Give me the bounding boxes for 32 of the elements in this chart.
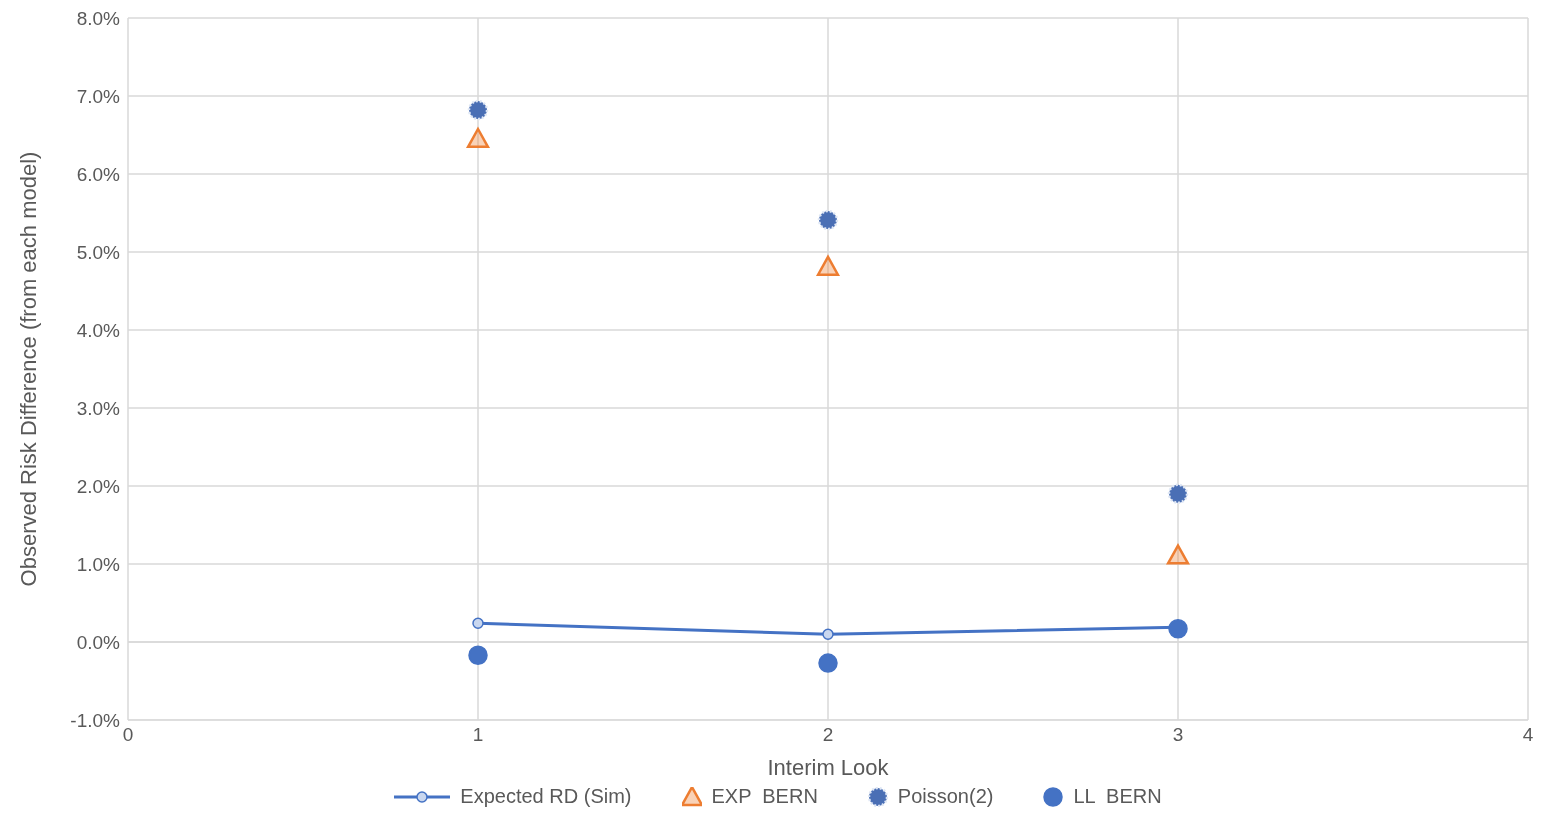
y-axis-title: Observed Risk Difference (from each model) bbox=[15, 151, 41, 587]
legend-label: EXP BERN bbox=[711, 785, 818, 808]
y-tick-label: 0.0% bbox=[76, 631, 121, 653]
y-tick-label: 7.0% bbox=[76, 85, 121, 107]
x-tick-label: 4 bbox=[1522, 724, 1534, 746]
point bbox=[1166, 544, 1190, 565]
x-tick-label: 1 bbox=[472, 724, 484, 746]
y-tick-label: 6.0% bbox=[76, 163, 121, 185]
y-tick-label: 4.0% bbox=[76, 319, 121, 341]
y-tick-label: 1.0% bbox=[76, 553, 121, 575]
x-tick-label: 0 bbox=[122, 724, 134, 746]
point bbox=[822, 628, 834, 640]
x-axis-title: Interim Look bbox=[767, 755, 890, 780]
legend-label: LL BERN bbox=[1073, 785, 1162, 808]
x-tick-label: 3 bbox=[1172, 724, 1184, 746]
y-tick-label: -1.0% bbox=[70, 709, 121, 731]
point bbox=[466, 127, 490, 149]
y-tick-label: 3.0% bbox=[76, 397, 121, 419]
point bbox=[468, 645, 488, 666]
point bbox=[467, 99, 489, 121]
y-tick-label: 2.0% bbox=[76, 475, 121, 497]
y-tick-label: 8.0% bbox=[76, 7, 121, 29]
y-tick-label: 5.0% bbox=[76, 241, 121, 263]
point bbox=[816, 255, 840, 276]
legend-label: Poisson(2) bbox=[897, 785, 994, 808]
point bbox=[472, 617, 484, 630]
point bbox=[1168, 618, 1188, 639]
point bbox=[817, 209, 839, 231]
x-tick-label: 2 bbox=[822, 724, 834, 746]
point bbox=[1167, 483, 1189, 505]
legend-label: Expected RD (Sim) bbox=[460, 785, 632, 808]
point bbox=[818, 653, 838, 673]
